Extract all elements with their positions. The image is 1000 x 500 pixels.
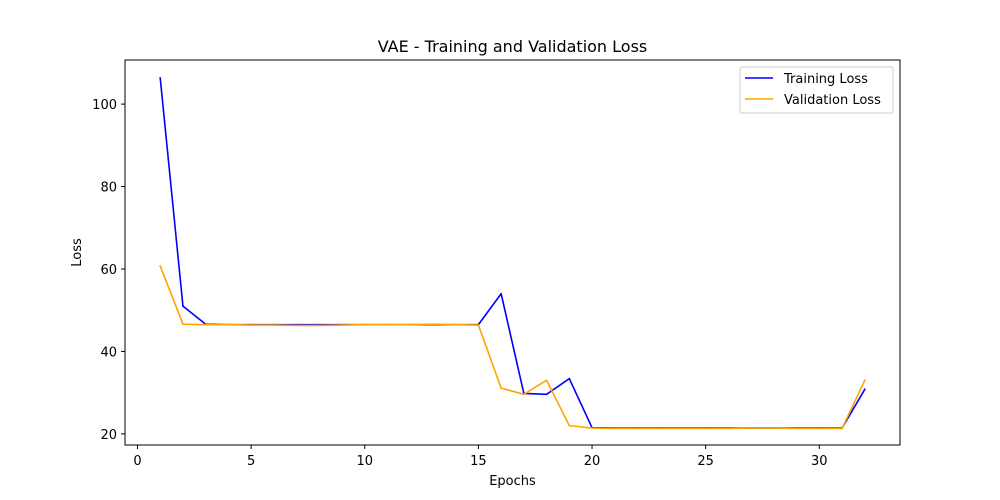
- data-point-validation-loss: [659, 427, 662, 430]
- x-tick-label: 10: [356, 454, 373, 469]
- data-point-validation-loss: [477, 324, 480, 326]
- x-tick-label: 25: [697, 454, 714, 469]
- data-point-validation-loss: [636, 427, 639, 430]
- legend-label-validation-loss: Validation Loss: [784, 93, 881, 108]
- x-tick-label: 0: [133, 454, 141, 469]
- data-point-training-loss: [568, 377, 571, 380]
- data-point-validation-loss: [204, 323, 207, 326]
- y-axis-title: Loss: [70, 238, 85, 267]
- y-tick-label: 100: [92, 98, 117, 113]
- data-point-validation-loss: [409, 323, 412, 326]
- data-point-validation-loss: [818, 427, 821, 430]
- data-point-validation-loss: [250, 324, 253, 326]
- data-point-validation-loss: [704, 427, 707, 430]
- legend-box: [739, 66, 894, 114]
- y-tick-label: 40: [100, 345, 117, 360]
- y-tick-label: 80: [100, 181, 117, 196]
- x-tick-label: 15: [470, 454, 487, 469]
- plot-area: [124, 59, 901, 446]
- data-point-validation-loss: [795, 427, 798, 430]
- data-point-validation-loss: [295, 324, 298, 327]
- x-tick-label: 5: [247, 454, 255, 469]
- data-point-validation-loss: [522, 393, 525, 396]
- x-axis: 0 5 10 15 20 25 30: [133, 445, 828, 469]
- series-layer: [159, 77, 866, 430]
- data-point-validation-loss: [159, 265, 162, 267]
- data-point-training-loss: [500, 292, 503, 295]
- chart-title: VAE - Training and Validation Loss: [378, 37, 648, 56]
- data-point-validation-loss: [772, 427, 775, 429]
- data-point-validation-loss: [341, 324, 343, 326]
- data-point-training-loss: [545, 393, 548, 396]
- legend-label-training-loss: Training Loss: [783, 72, 868, 87]
- data-point-validation-loss: [613, 427, 616, 430]
- data-point-validation-loss: [272, 324, 275, 326]
- data-point-validation-loss: [182, 323, 184, 326]
- x-tick-label: 20: [584, 454, 601, 469]
- x-axis-title: Epochs: [489, 474, 536, 489]
- data-point-validation-loss: [454, 323, 457, 326]
- data-point-validation-loss: [750, 427, 753, 429]
- data-point-validation-loss: [227, 323, 230, 326]
- y-tick-label: 20: [100, 428, 117, 443]
- data-point-validation-loss: [318, 324, 321, 327]
- data-point-training-loss: [863, 388, 866, 391]
- data-point-validation-loss: [363, 323, 366, 326]
- y-tick-label: 60: [100, 263, 117, 278]
- data-point-validation-loss: [568, 424, 571, 427]
- x-tick-label: 30: [811, 454, 828, 469]
- data-point-validation-loss: [591, 427, 593, 429]
- plot-frame: [124, 59, 901, 446]
- data-point-validation-loss: [863, 379, 866, 382]
- data-point-validation-loss: [432, 323, 434, 326]
- data-point-validation-loss: [727, 427, 730, 430]
- y-axis: 20 40 60 80 100: [92, 98, 125, 443]
- legend: Training Loss Validation Loss: [739, 66, 894, 114]
- data-point-validation-loss: [545, 379, 548, 382]
- data-point-validation-loss: [386, 323, 389, 326]
- series-line-validation-loss: [159, 265, 866, 430]
- data-point-training-loss: [182, 305, 184, 307]
- data-point-validation-loss: [500, 387, 503, 390]
- data-point-training-loss: [159, 77, 162, 80]
- data-point-validation-loss: [841, 427, 843, 430]
- data-point-validation-loss: [682, 427, 684, 430]
